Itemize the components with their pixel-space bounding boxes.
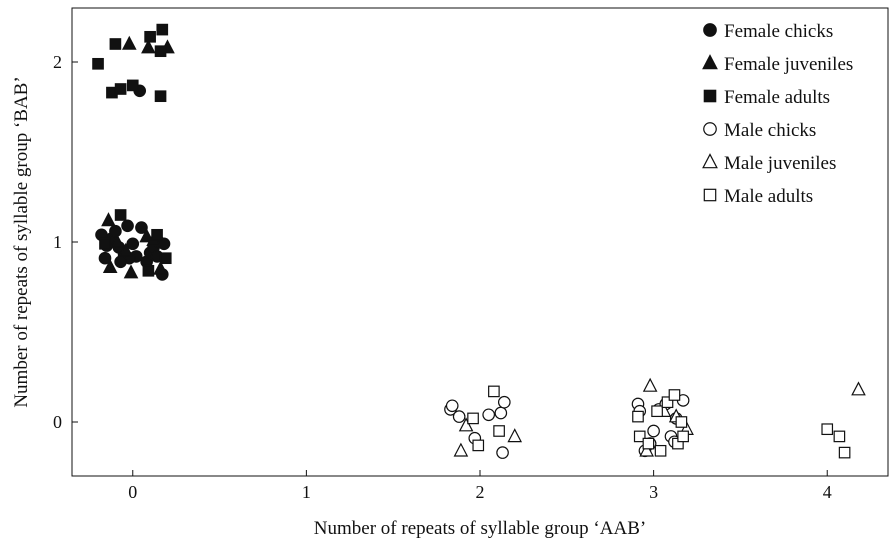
point-male-adults: [488, 385, 500, 398]
point-female-adults: [154, 45, 167, 58]
point-male-chicks: [496, 446, 509, 459]
point-female-juveniles: [121, 35, 137, 50]
point-female-adults: [156, 23, 169, 36]
point-female-chicks: [126, 237, 140, 251]
point-male-adults: [651, 405, 663, 418]
y-axis-label: Number of repeats of syllable group ‘BAB…: [11, 76, 32, 407]
point-male-juveniles: [507, 428, 523, 443]
legend-marker: [703, 23, 717, 37]
x-tick-label: 1: [302, 482, 311, 502]
point-female-adults: [92, 57, 104, 70]
point-female-chicks: [121, 219, 134, 233]
point-female-juveniles: [109, 233, 125, 248]
point-male-chicks: [647, 424, 660, 438]
point-female-adults: [151, 228, 163, 241]
point-male-adults: [642, 437, 655, 450]
series-male-adults: [467, 385, 851, 459]
point-female-adults: [144, 30, 156, 43]
point-female-juveniles: [139, 228, 154, 243]
point-male-adults: [833, 430, 846, 443]
legend-marker: [703, 122, 717, 136]
x-tick-label: 4: [823, 482, 832, 502]
point-male-chicks: [494, 406, 508, 420]
point-female-chicks: [135, 221, 148, 234]
point-female-adults: [142, 264, 155, 277]
point-female-chicks: [109, 224, 122, 238]
series-female-chicks: [95, 84, 171, 281]
point-male-adults: [632, 410, 644, 423]
y-tick-label: 2: [53, 52, 62, 72]
point-male-adults: [633, 430, 646, 443]
point-male-chicks: [497, 395, 511, 409]
legend-label: Female juveniles: [724, 54, 853, 75]
point-male-juveniles: [642, 377, 658, 392]
legend-marker: [703, 188, 717, 202]
point-male-adults: [677, 430, 689, 443]
x-tick-label: 3: [649, 482, 658, 502]
point-male-adults: [675, 416, 688, 428]
y-tick-label: 0: [53, 412, 62, 432]
point-female-adults: [154, 90, 167, 103]
point-female-adults: [159, 252, 172, 265]
point-male-adults: [661, 396, 674, 409]
point-female-juveniles: [141, 39, 156, 54]
point-female-adults: [99, 237, 111, 250]
point-male-adults: [838, 446, 851, 459]
point-male-juveniles: [851, 381, 866, 396]
legend-marker: [702, 153, 718, 169]
plot-frame: [71, 7, 889, 477]
x-axis-label: Number of repeats of syllable group ‘AAB…: [314, 518, 646, 539]
series-female-adults: [92, 23, 172, 277]
point-male-chicks: [445, 399, 459, 413]
point-male-adults: [668, 389, 681, 401]
point-female-juveniles: [153, 260, 168, 275]
legend-label: Male chicks: [724, 120, 816, 141]
point-female-chicks: [98, 251, 112, 265]
point-male-adults: [654, 444, 667, 457]
legend-label: Male adults: [724, 186, 813, 207]
legend-label: Female chicks: [724, 21, 833, 42]
legend: Female chicks Female juveniles Female adul…: [702, 21, 853, 207]
point-female-adults: [114, 209, 127, 221]
point-female-chicks: [114, 255, 127, 269]
point-male-chicks: [452, 410, 466, 423]
point-female-juveniles: [102, 258, 118, 273]
point-male-adults: [821, 423, 834, 436]
point-male-juveniles: [639, 442, 654, 457]
axis-ticks: 0 1 2 3 4 0 1 2: [53, 52, 832, 502]
legend-label: Male juveniles: [724, 153, 836, 174]
point-female-adults: [109, 38, 122, 50]
legend-marker: [702, 54, 718, 70]
data-points: [92, 23, 866, 459]
point-female-juveniles: [101, 212, 116, 227]
point-male-adults: [472, 439, 485, 452]
x-tick-label: 0: [128, 482, 137, 502]
legend-marker: [703, 89, 717, 103]
point-male-juveniles: [458, 417, 474, 432]
point-male-adults: [493, 425, 505, 437]
y-tick-label: 1: [53, 232, 62, 252]
point-male-juveniles: [453, 442, 469, 457]
series-male-juveniles: [453, 377, 866, 457]
point-male-adults: [467, 412, 479, 425]
point-female-juveniles: [118, 242, 134, 257]
point-female-adults: [114, 83, 127, 95]
x-tick-label: 2: [476, 482, 485, 502]
legend-label: Female adults: [724, 87, 830, 108]
point-female-adults: [126, 79, 139, 92]
point-male-chicks: [482, 408, 496, 422]
point-female-juveniles: [123, 264, 139, 279]
